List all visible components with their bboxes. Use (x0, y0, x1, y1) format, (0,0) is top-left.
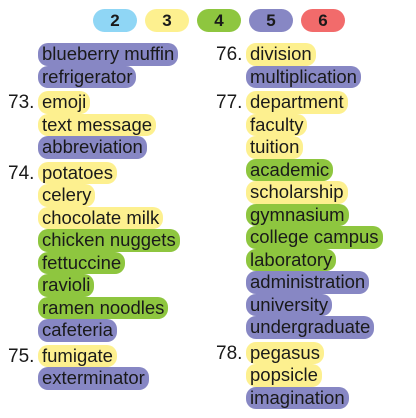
word-chip: potatoes (38, 161, 117, 184)
word-chip: administration (246, 271, 370, 294)
word-chip: abbreviation (38, 136, 147, 159)
item-number: 77. (216, 92, 243, 113)
word-chip: text message (38, 113, 157, 136)
word-chip: exterminator (38, 367, 149, 390)
word-chip: blueberry muffin (38, 43, 179, 66)
legend-key-2: 2 (93, 9, 137, 32)
legend-key-4: 4 (197, 9, 241, 32)
word-chip: chocolate milk (38, 206, 164, 229)
word-chip: ravioli (38, 274, 95, 297)
word-group: 77. department faculty tuition academic schol… (216, 91, 412, 339)
word-list: blueberry muffin refrigerator (38, 43, 179, 88)
word-chip: emoji (38, 91, 91, 114)
word-group: blueberry muffin refrigerator (8, 43, 208, 88)
item-number: 78. (216, 342, 243, 364)
left-column: blueberry muffin refrigerator 73. emoji text… (8, 43, 208, 393)
word-list: emoji text message abbreviation (38, 91, 157, 159)
word-group: 75. fumigate exterminator (8, 344, 208, 390)
word-chip: university (246, 293, 333, 316)
word-list: potatoes celery chocolate milk chicken nugg… (38, 161, 180, 342)
item-number: 74. (8, 162, 35, 184)
word-list: department faculty tuition academic scholars… (246, 91, 383, 339)
word-chip: college campus (246, 226, 383, 249)
word-chip: department (246, 91, 348, 114)
item-number: 76. (216, 44, 243, 65)
legend-key-6: 6 (301, 9, 345, 32)
word-chip: fumigate (38, 344, 117, 367)
word-chip: popsicle (246, 364, 322, 387)
word-chip: fettuccine (38, 251, 126, 274)
word-chip: scholarship (246, 181, 348, 204)
word-group: 74. potatoes celery chocolate milk chicken n… (8, 161, 208, 342)
word-chip: faculty (246, 113, 308, 136)
word-chip: refrigerator (38, 65, 137, 88)
word-group: 78. pegasus popsicle imagination (216, 341, 412, 409)
word-chip: gymnasium (246, 203, 349, 226)
word-chip: chicken nuggets (38, 229, 180, 252)
item-number: 73. (8, 92, 35, 113)
word-group: 76. division multiplication (216, 43, 412, 88)
word-list: pegasus popsicle imagination (246, 341, 349, 409)
word-chip: tuition (246, 136, 304, 159)
legend-key-5: 5 (249, 9, 293, 32)
word-chip: academic (246, 158, 334, 181)
word-chip: division (246, 43, 316, 66)
word-list: fumigate exterminator (38, 344, 149, 390)
word-chip: celery (38, 184, 96, 207)
word-chip: imagination (246, 386, 349, 409)
word-chip: undergraduate (246, 316, 375, 339)
word-chip: laboratory (246, 248, 337, 271)
word-list: division multiplication (246, 43, 361, 88)
right-column: 76. division multiplication 77. department fa… (216, 43, 412, 412)
word-chip: cafeteria (38, 319, 117, 342)
item-number: 75. (8, 345, 35, 367)
word-chip: ramen noodles (38, 296, 169, 319)
word-group: 73. emoji text message abbreviation (8, 91, 208, 159)
legend-key-3: 3 (145, 9, 189, 32)
word-chip: pegasus (246, 341, 324, 364)
word-chip: multiplication (246, 65, 361, 88)
